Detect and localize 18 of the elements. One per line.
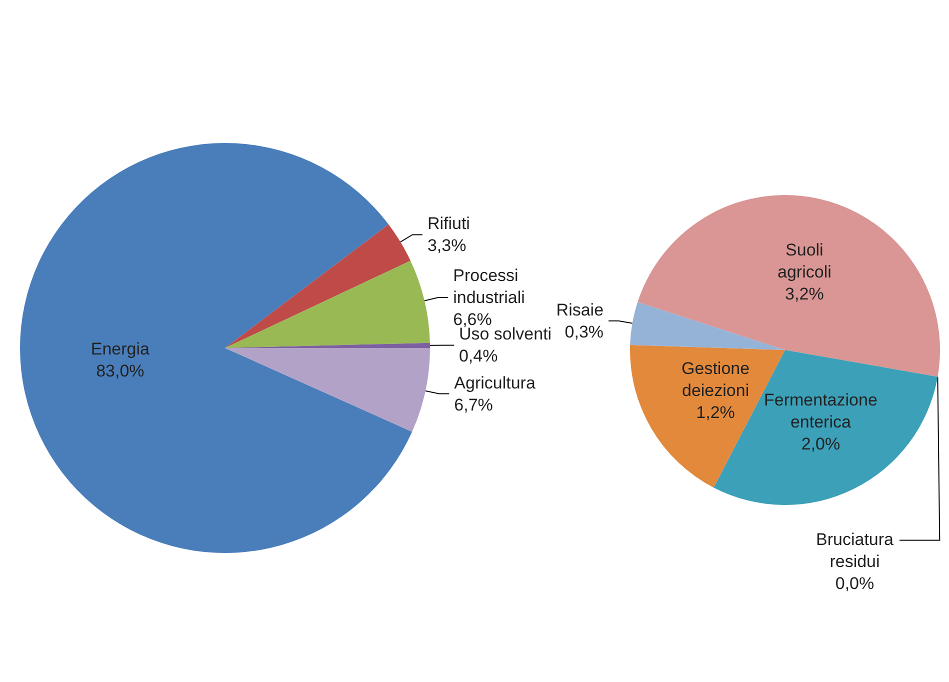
- slice-label: Rifiuti: [427, 214, 470, 234]
- data-label: 0,4%: [458, 346, 498, 366]
- category-label: Bruciatura residui: [816, 530, 894, 571]
- slice-label: Gestione deiezioni: [682, 359, 750, 400]
- text: 0,0%: [835, 574, 874, 593]
- data-label: 3,3%: [427, 236, 466, 256]
- slice-label: Risaie: [556, 300, 604, 320]
- slice-label: Agricultura: [454, 373, 536, 392]
- slice-label: Fermentazione enterica: [764, 390, 878, 432]
- slice-label: Processi industriali: [453, 266, 525, 308]
- data-label: 6,7%: [454, 395, 493, 414]
- data-label: 83,0%: [96, 361, 144, 380]
- slice-label: Suoli agricoli: [778, 240, 832, 282]
- data-label: 1,2%: [696, 403, 735, 422]
- data-label: 2,0%: [801, 434, 840, 454]
- slice-label: Energia: [90, 339, 150, 358]
- data-label: 3,2%: [785, 284, 824, 304]
- data-label: 0,3%: [564, 322, 604, 342]
